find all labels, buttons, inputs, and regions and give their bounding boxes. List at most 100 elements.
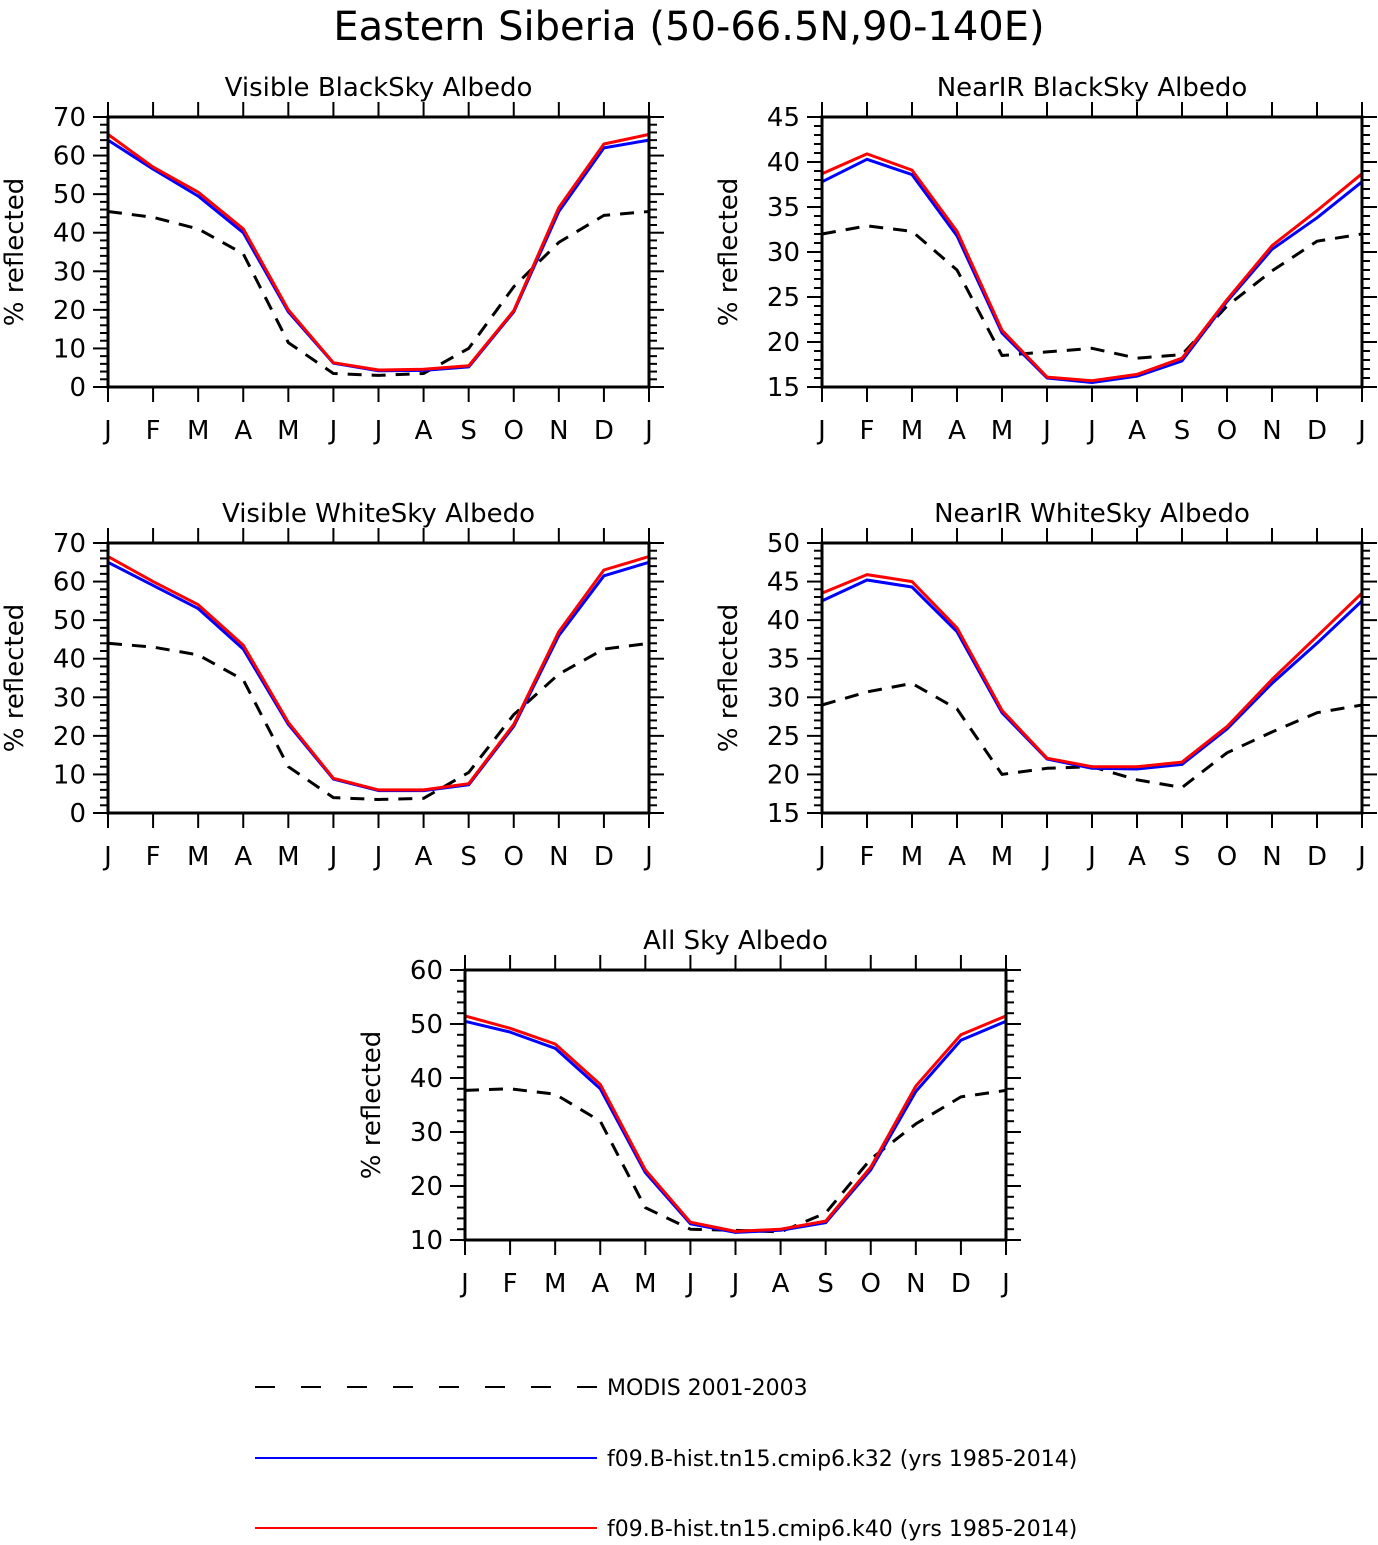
x-tick-label: O	[504, 416, 524, 446]
x-tick-label: J	[643, 416, 653, 446]
y-tick-label: 40	[53, 219, 86, 249]
series-line-k40	[464, 1014, 1007, 1233]
y-tick-label: 30	[53, 683, 86, 713]
y-axis-label: % reflected	[0, 604, 30, 752]
y-tick-label: 45	[767, 103, 800, 133]
y-tick-label: 70	[53, 103, 86, 133]
x-tick-label: J	[328, 842, 338, 872]
x-tick-label: A	[1128, 842, 1146, 872]
x-tick-label: J	[816, 416, 826, 446]
y-tick-label: 40	[767, 606, 800, 636]
y-tick-label: 25	[767, 283, 800, 313]
x-tick-label: M	[187, 416, 209, 446]
x-tick-label: N	[1262, 416, 1281, 446]
y-tick-label: 10	[53, 334, 86, 364]
y-tick-label: 30	[410, 1118, 443, 1148]
axis-ticks	[93, 102, 664, 402]
panel-title: Visible BlackSky Albedo	[225, 73, 533, 103]
y-tick-label: 50	[410, 1010, 443, 1040]
x-tick-label: M	[901, 416, 923, 446]
y-axis-label: % reflected	[0, 178, 30, 326]
x-tick-label: J	[373, 416, 383, 446]
x-tick-label: M	[901, 842, 923, 872]
x-tick-label: A	[948, 416, 966, 446]
y-tick-label: 30	[767, 238, 800, 268]
figure-title: Eastern Siberia (50-66.5N,90-140E)	[333, 4, 1044, 50]
y-axis-label: % reflected	[357, 1031, 387, 1179]
series-line-k40	[107, 132, 650, 372]
series-line-modis	[107, 641, 650, 801]
y-axis-label: % reflected	[714, 178, 744, 326]
legend-label: f09.B-hist.tn15.cmip6.k32 (yrs 1985-2014…	[607, 1447, 1077, 1472]
x-tick-label: F	[503, 1269, 518, 1299]
y-tick-label: 30	[767, 683, 800, 713]
series-line-k40	[107, 555, 650, 792]
x-tick-label: J	[459, 1269, 469, 1299]
plot-frame	[820, 115, 1364, 389]
series-line-k32	[107, 138, 650, 373]
x-tick-label: N	[549, 416, 568, 446]
plot-frame	[463, 968, 1008, 1242]
x-tick-label: F	[860, 416, 875, 446]
legend-label: MODIS 2001-2003	[607, 1376, 808, 1401]
panel-title: All Sky Albedo	[643, 926, 828, 956]
x-tick-label: M	[544, 1269, 566, 1299]
x-tick-label: J	[816, 842, 826, 872]
series-line-modis	[107, 210, 650, 377]
series-line-k32	[107, 560, 650, 793]
x-tick-label: A	[415, 416, 433, 446]
y-tick-label: 20	[53, 296, 86, 326]
y-tick-label: 60	[53, 568, 86, 598]
x-tick-label: J	[1000, 1269, 1010, 1299]
axis-ticks	[93, 528, 664, 828]
x-tick-label: N	[1262, 842, 1281, 872]
y-tick-label: 15	[767, 799, 800, 829]
x-tick-label: M	[277, 416, 299, 446]
y-tick-label: 10	[410, 1226, 443, 1256]
x-tick-label: J	[373, 842, 383, 872]
x-tick-label: A	[415, 842, 433, 872]
y-tick-label: 60	[53, 142, 86, 172]
x-tick-label: S	[460, 842, 477, 872]
x-tick-label: J	[643, 842, 653, 872]
y-tick-label: 30	[53, 257, 86, 287]
x-tick-label: F	[146, 842, 161, 872]
x-tick-label: M	[991, 416, 1013, 446]
y-tick-label: 20	[767, 760, 800, 790]
x-tick-label: A	[772, 1269, 790, 1299]
x-tick-label: D	[1307, 416, 1327, 446]
x-tick-label: S	[1174, 842, 1191, 872]
panel-title: NearIR BlackSky Albedo	[937, 73, 1248, 103]
x-tick-label: O	[1217, 416, 1237, 446]
y-tick-label: 10	[53, 760, 86, 790]
x-tick-label: M	[277, 842, 299, 872]
y-tick-label: 50	[53, 606, 86, 636]
y-tick-label: 35	[767, 193, 800, 223]
x-tick-label: N	[549, 842, 568, 872]
x-tick-label: F	[860, 842, 875, 872]
x-tick-label: J	[102, 416, 112, 446]
y-tick-label: 40	[767, 148, 800, 178]
x-tick-label: M	[634, 1269, 656, 1299]
legend: MODIS 2001-2003 f09.B-hist.tn15.cmip6.k32…	[255, 1376, 1077, 1542]
x-tick-label: A	[591, 1269, 609, 1299]
legend-label: f09.B-hist.tn15.cmip6.k40 (yrs 1985-2014…	[607, 1517, 1077, 1542]
x-tick-label: D	[1307, 842, 1327, 872]
x-tick-label: J	[730, 1269, 740, 1299]
y-tick-label: 15	[767, 373, 800, 403]
panel-title: Visible WhiteSky Albedo	[222, 499, 535, 529]
y-tick-label: 0	[69, 799, 86, 829]
x-tick-label: O	[861, 1269, 881, 1299]
y-tick-label: 60	[410, 956, 443, 986]
x-tick-label: D	[594, 416, 614, 446]
x-tick-label: F	[146, 416, 161, 446]
series-line-modis	[464, 1087, 1007, 1234]
x-tick-label: O	[1217, 842, 1237, 872]
x-tick-label: J	[1041, 416, 1051, 446]
axis-ticks	[807, 528, 1377, 828]
series-line-k32	[821, 578, 1364, 771]
